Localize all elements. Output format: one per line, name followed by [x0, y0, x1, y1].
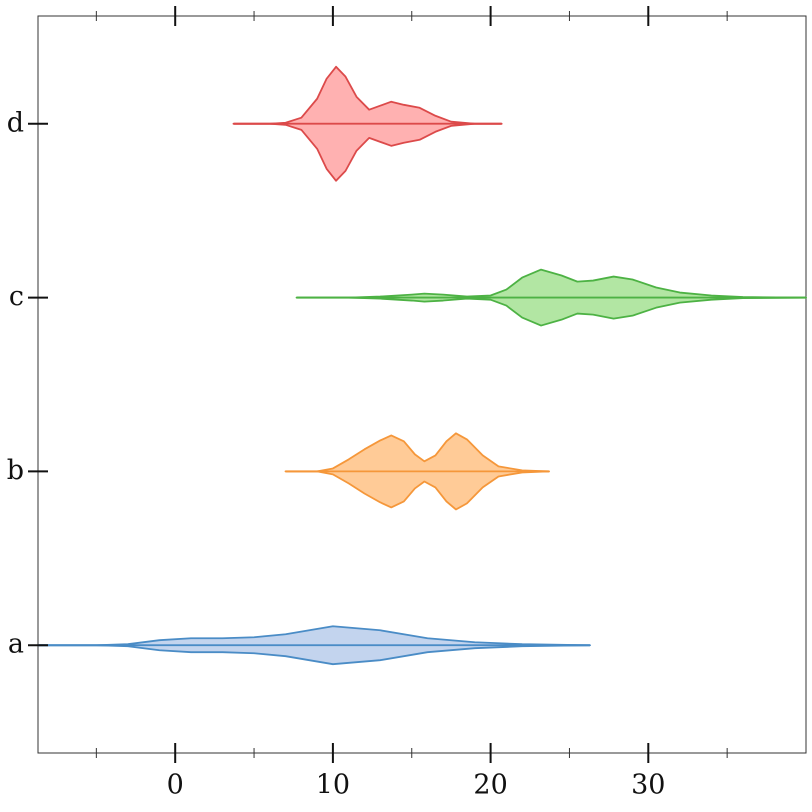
x-tick-label: 0 — [167, 770, 184, 801]
y-tick-label: c — [9, 281, 24, 312]
violin-upper — [295, 268, 807, 299]
x-tick-label: 30 — [631, 770, 665, 801]
violin-lower — [295, 296, 807, 327]
x-tick-label: 20 — [473, 770, 507, 801]
violin-upper — [284, 432, 550, 473]
plot-frame — [37, 15, 807, 754]
y-tick-label: d — [7, 107, 24, 138]
violin-lower — [284, 470, 550, 511]
y-tick-label: a — [8, 629, 24, 660]
violin-lower — [232, 122, 503, 182]
x-tick-label: 10 — [316, 770, 350, 801]
violin-lower — [37, 644, 591, 666]
violin-upper — [37, 625, 591, 647]
violin-upper — [232, 65, 503, 125]
y-tick-label: b — [7, 455, 24, 486]
